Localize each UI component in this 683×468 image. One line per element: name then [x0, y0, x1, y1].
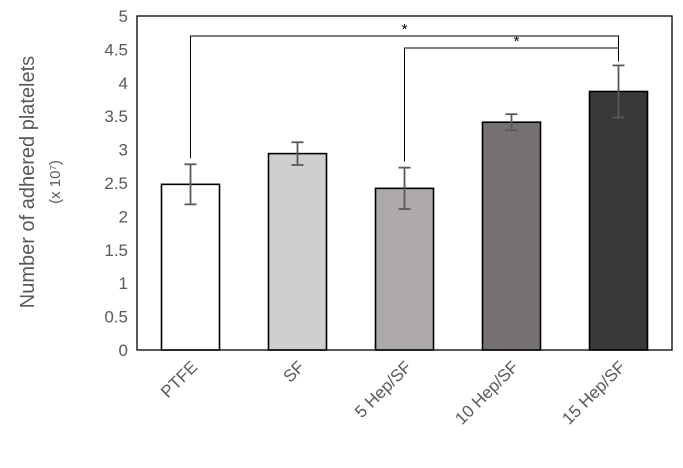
y-tick-label: 2.5	[104, 174, 128, 193]
significance-marker: *	[514, 33, 520, 50]
y-tick-label: 3	[119, 141, 128, 160]
error-bar	[398, 166, 411, 210]
significance-brackets: **	[190, 21, 619, 162]
y-tick-label: 4	[119, 74, 128, 93]
x-axis-labels: PTFE SF 5 Hep/SF 10 Hep/SF 15 Hep/SF	[157, 357, 629, 428]
y-axis-unit-label: (x 10⁷)	[47, 160, 64, 204]
x-category-label: 5 Hep/SF	[351, 357, 415, 421]
error-bar	[291, 141, 304, 166]
error-bar	[505, 113, 518, 132]
y-axis-ticks: 0 0.5 1 1.5 2 2.5 3 3.5 4 4.5 5	[104, 7, 128, 360]
y-tick-label: 5	[119, 7, 128, 26]
error-bar	[184, 163, 197, 206]
error-bars	[184, 64, 625, 210]
y-axis-label: Number of adhered platelets	[17, 56, 39, 308]
y-tick-label: 1	[119, 274, 128, 293]
x-category-label: 15 Hep/SF	[558, 357, 629, 428]
x-category-label: 10 Hep/SF	[451, 357, 522, 428]
bar-15-hep-sf	[588, 90, 649, 351]
y-tick-label: 0.5	[104, 308, 128, 327]
bar-5-hep-sf	[374, 187, 435, 351]
significance-bracket	[404, 47, 619, 162]
significance-marker: *	[402, 21, 408, 38]
bar-10-hep-sf	[481, 121, 542, 351]
bar-ptfe	[160, 183, 221, 351]
y-tick-label: 1.5	[104, 241, 128, 260]
y-tick-label: 0	[119, 341, 128, 360]
y-axis-title: Number of adhered platelets (x 10⁷)	[17, 56, 64, 308]
y-tick-label: 3.5	[104, 107, 128, 126]
error-bar	[612, 64, 625, 119]
x-category-label: PTFE	[157, 357, 201, 401]
x-category-label: SF	[280, 357, 309, 386]
bar-sf	[267, 152, 328, 351]
y-tick-label: 2	[119, 207, 128, 226]
y-tick-label: 4.5	[104, 40, 128, 59]
